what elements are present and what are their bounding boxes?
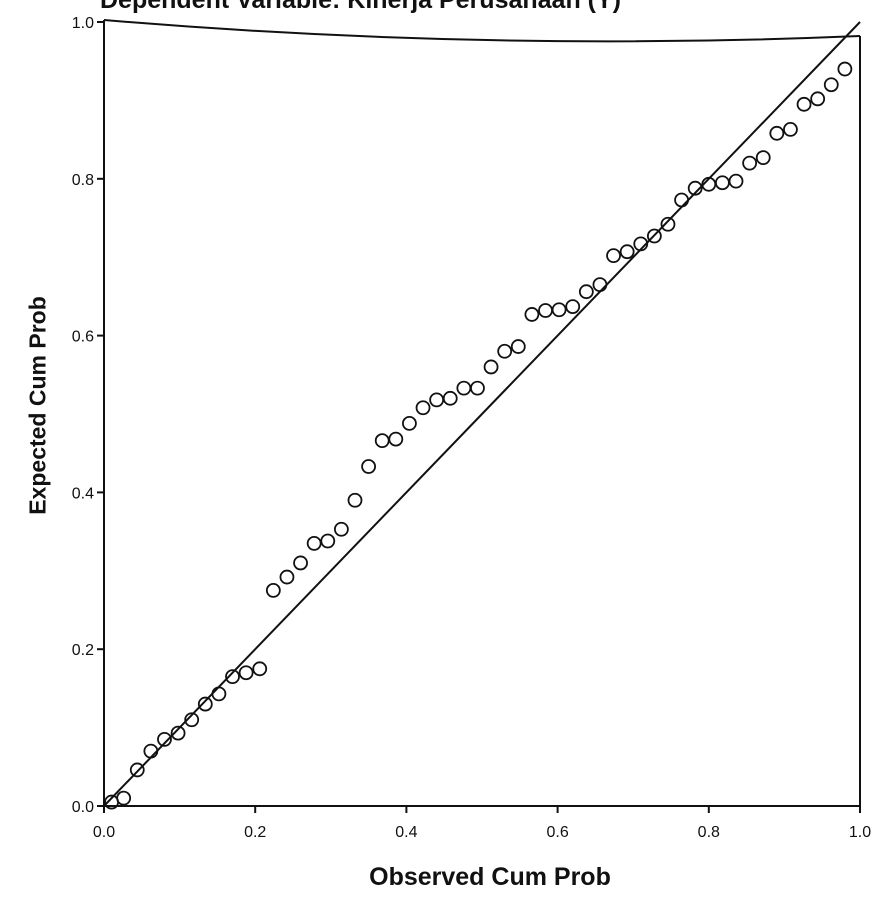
data-point (388, 431, 404, 447)
data-point (225, 669, 240, 685)
data-point (483, 359, 499, 375)
data-point (470, 380, 485, 396)
data-point (252, 661, 268, 677)
top-frame-line (103, 19, 861, 43)
data-point (538, 303, 553, 318)
data-point (293, 555, 308, 571)
data-point (660, 216, 676, 232)
x-tick-label: 0.8 (698, 824, 720, 841)
data-point (783, 122, 798, 137)
data-point (823, 77, 839, 93)
data-point (619, 244, 635, 260)
y-tick-label: 0.0 (72, 799, 94, 816)
x-tick-label: 0.6 (546, 824, 568, 841)
data-point (238, 665, 254, 681)
data-point (565, 299, 581, 314)
data-point (592, 277, 608, 293)
data-point (402, 416, 417, 431)
data-points (104, 61, 853, 810)
data-point (197, 696, 213, 712)
data-point (442, 390, 458, 406)
data-point (415, 400, 431, 416)
data-point (578, 284, 594, 300)
data-point (606, 248, 621, 264)
data-point (374, 433, 390, 449)
data-point (157, 731, 172, 747)
data-point (742, 155, 758, 171)
y-axis-label: Expected Cum Prob (24, 296, 51, 515)
y-tick-label: 0.6 (72, 329, 94, 346)
data-point (524, 307, 540, 322)
y-tick-label: 1.0 (72, 15, 94, 32)
data-point (320, 533, 336, 549)
y-tick-label: 0.4 (72, 485, 94, 502)
data-point (347, 492, 363, 508)
data-point (333, 521, 349, 537)
data-point (769, 125, 785, 141)
data-point (755, 150, 771, 166)
data-point (306, 535, 322, 551)
data-point (129, 762, 145, 778)
data-point (796, 96, 812, 112)
data-point (184, 712, 200, 728)
data-point (510, 339, 526, 354)
x-tick-label: 0.0 (93, 824, 115, 841)
data-point (170, 725, 186, 741)
x-tick-label: 1.0 (849, 824, 871, 841)
data-point (837, 61, 853, 77)
x-tick-label: 0.4 (395, 824, 417, 841)
plot-axes (103, 19, 861, 807)
data-point (429, 392, 445, 408)
data-point (633, 236, 649, 252)
data-point (646, 228, 662, 244)
data-point (279, 569, 295, 585)
data-point (116, 790, 132, 806)
data-point (143, 743, 159, 759)
reference-line (103, 21, 861, 807)
y-tick-label: 0.8 (72, 172, 94, 189)
data-point (810, 91, 826, 107)
x-axis-label: Observed Cum Prob (369, 863, 611, 891)
data-point (551, 302, 567, 318)
data-point (728, 173, 744, 189)
data-point (456, 380, 472, 396)
axis-ticks: 0.0 0.2 0.4 0.6 0.8 1.0 0.0 0.2 0.4 0.6 0.8 1.0 (72, 15, 871, 841)
data-point (265, 583, 281, 598)
data-point (687, 180, 703, 196)
data-point (211, 686, 227, 702)
data-point (715, 175, 730, 191)
chart-title: Dependent Variable: Kinerja Perusahaan (… (100, 0, 621, 14)
data-point (674, 192, 689, 208)
data-point (497, 343, 513, 359)
y-tick-label: 0.2 (72, 642, 94, 659)
x-tick-label: 0.2 (244, 824, 266, 841)
data-point (361, 459, 377, 474)
